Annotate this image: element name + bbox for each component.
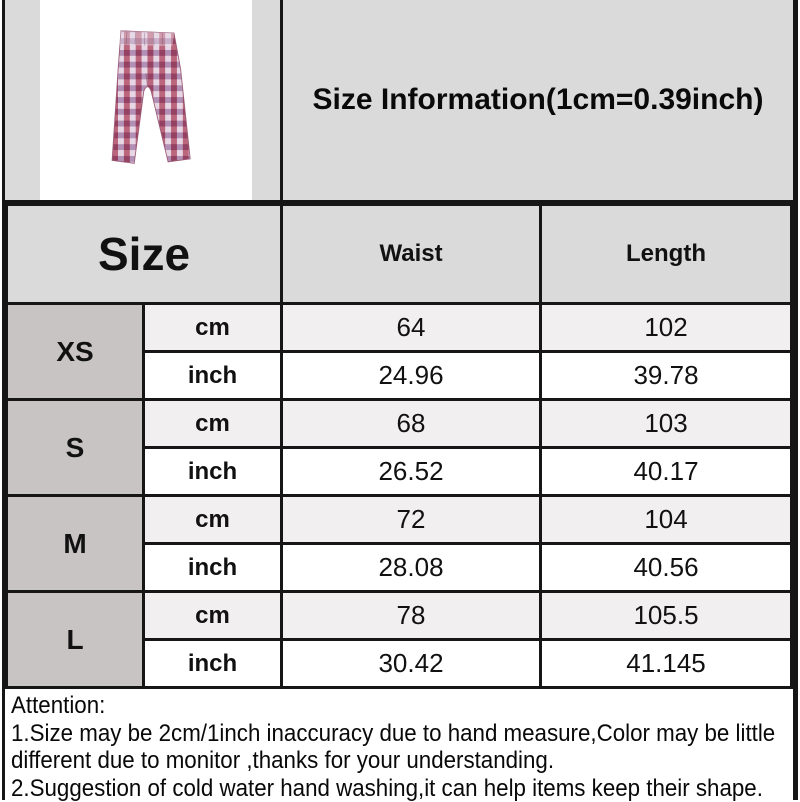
- unit-label: cm: [144, 496, 282, 544]
- size-label-m: M: [7, 496, 144, 592]
- length-value: 39.78: [541, 352, 792, 400]
- unit-label: cm: [144, 592, 282, 640]
- length-value: 105.5: [541, 592, 792, 640]
- column-header-length: Length: [541, 205, 792, 304]
- unit-label: inch: [144, 544, 282, 592]
- length-value: 40.17: [541, 448, 792, 496]
- size-info-title: Size Information(1cm=0.39inch): [313, 83, 764, 117]
- waist-value: 28.08: [282, 544, 541, 592]
- unit-label: inch: [144, 448, 282, 496]
- table-row: M cm 72 104: [7, 496, 792, 544]
- waist-value: 78: [282, 592, 541, 640]
- length-value: 103: [541, 400, 792, 448]
- table-row: S cm 68 103: [7, 400, 792, 448]
- attention-section: Attention: 1.Size may be 2cm/1inch inacc…: [5, 689, 793, 802]
- size-label-l: L: [7, 592, 144, 688]
- length-value: 41.145: [541, 640, 792, 688]
- top-section: Size Information(1cm=0.39inch): [5, 0, 793, 203]
- table-header-row: Size Waist Length: [7, 205, 792, 304]
- unit-label: cm: [144, 400, 282, 448]
- size-table: Size Waist Length XS cm 64 102 inch 24.9…: [5, 203, 793, 689]
- waist-value: 26.52: [282, 448, 541, 496]
- waist-value: 68: [282, 400, 541, 448]
- size-label-s: S: [7, 400, 144, 496]
- unit-label: inch: [144, 352, 282, 400]
- product-image: [40, 0, 252, 200]
- attention-note-line: 2.Suggestion of cold water hand washing,…: [11, 775, 738, 802]
- attention-label: Attention:: [11, 692, 738, 720]
- size-info-title-cell: Size Information(1cm=0.39inch): [283, 0, 793, 200]
- size-label-xs: XS: [7, 304, 144, 400]
- waist-value: 64: [282, 304, 541, 352]
- waist-value: 30.42: [282, 640, 541, 688]
- table-row: L cm 78 105.5: [7, 592, 792, 640]
- length-value: 40.56: [541, 544, 792, 592]
- unit-label: inch: [144, 640, 282, 688]
- attention-note-line: 1.Size may be 2cm/1inch inaccuracy due t…: [11, 720, 738, 748]
- waist-value: 24.96: [282, 352, 541, 400]
- product-image-cell: [5, 0, 283, 200]
- waist-value: 72: [282, 496, 541, 544]
- unit-label: cm: [144, 304, 282, 352]
- length-value: 102: [541, 304, 792, 352]
- column-header-size: Size: [7, 205, 282, 304]
- column-header-waist: Waist: [282, 205, 541, 304]
- attention-note-line: different due to monitor ,thanks for you…: [11, 747, 738, 775]
- plaid-pants-illustration: [65, 4, 227, 196]
- table-row: XS cm 64 102: [7, 304, 792, 352]
- length-value: 104: [541, 496, 792, 544]
